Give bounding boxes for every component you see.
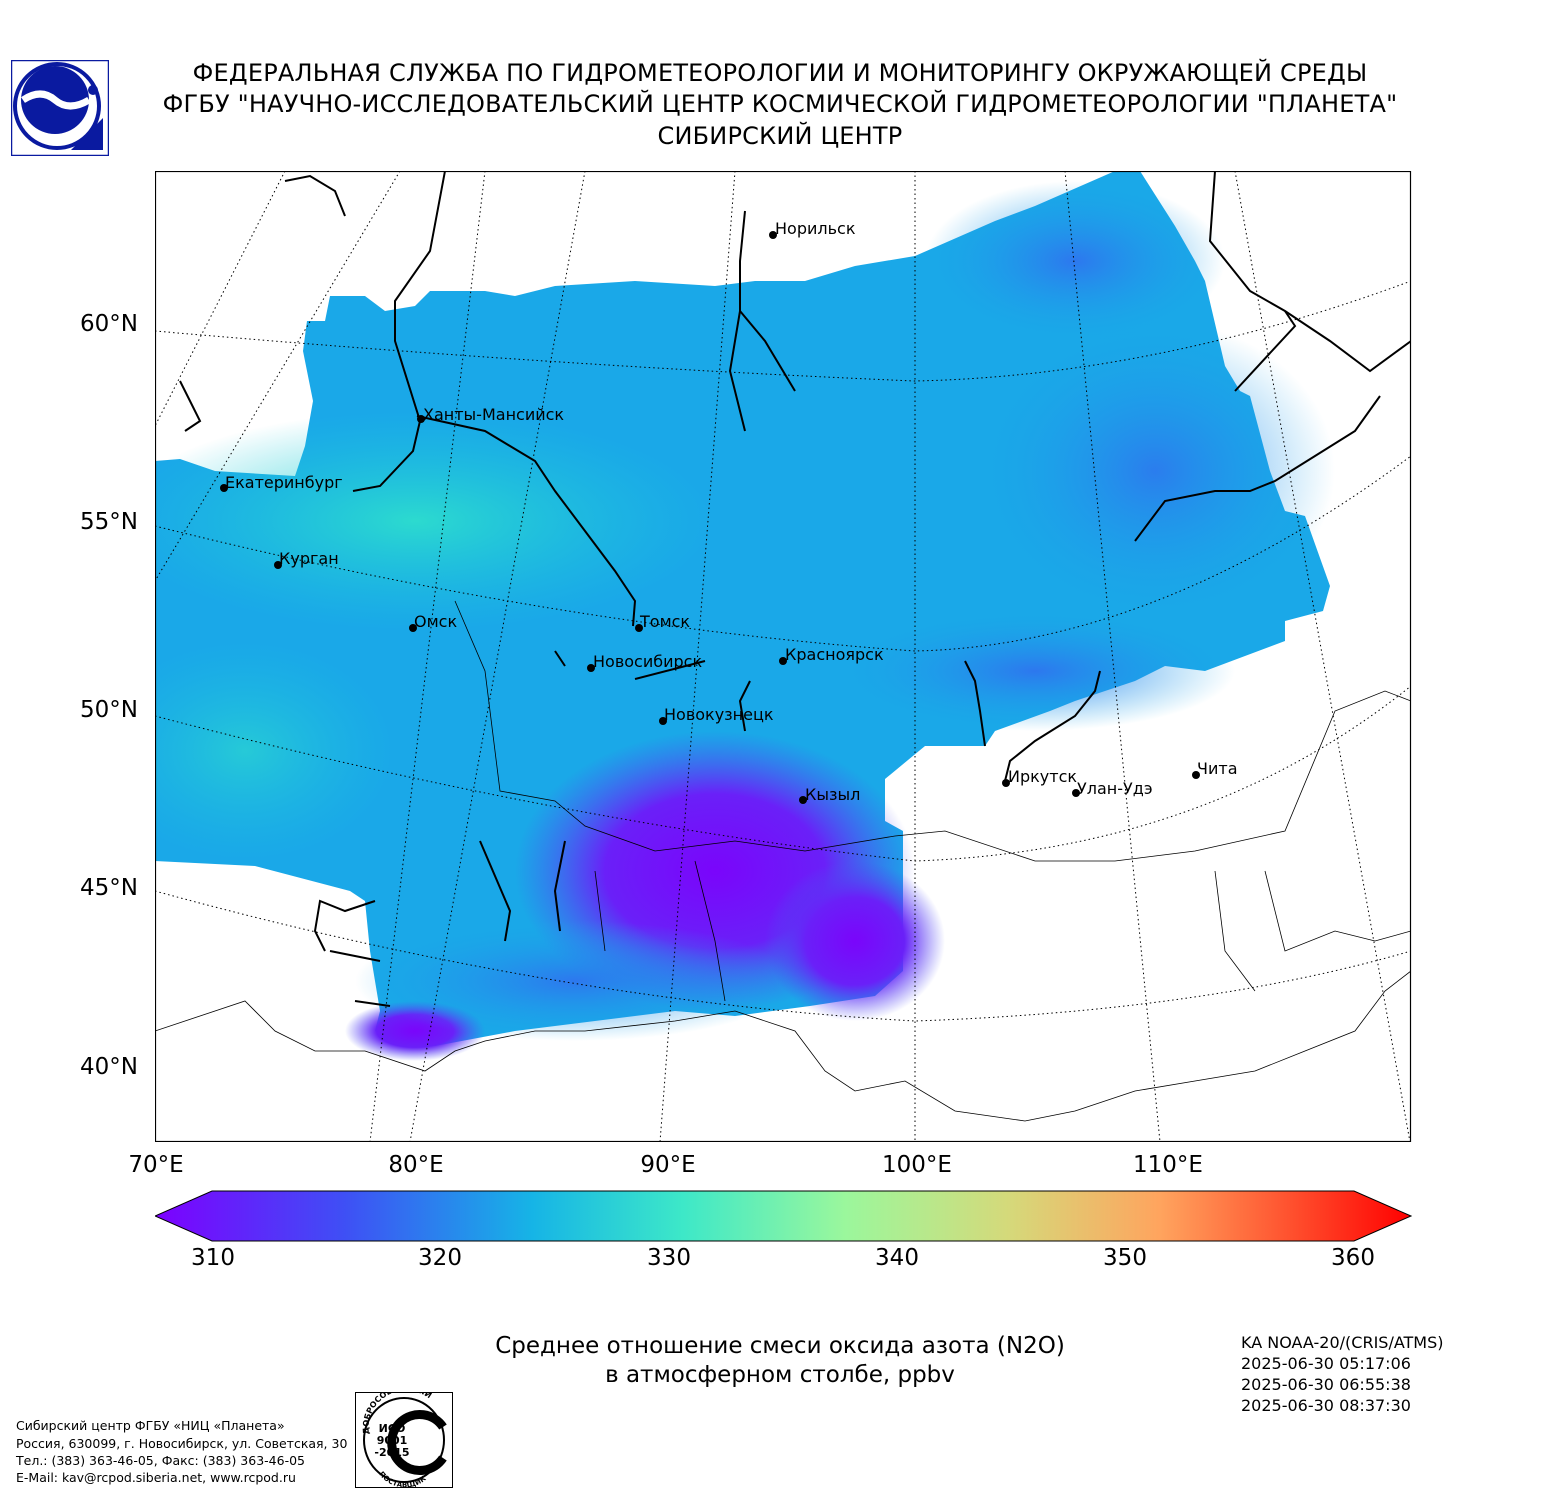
svg-text:Ханты-Мансийск: Ханты-Мансийск	[423, 405, 564, 424]
svg-text:Курган: Курган	[279, 549, 339, 568]
header-line-1: ФЕДЕРАЛЬНАЯ СЛУЖБА ПО ГИДРОМЕТЕОРОЛОГИИ …	[192, 59, 1368, 87]
planeta-logo-icon	[11, 60, 109, 156]
caption-line-2: в атмосферном столбе, ppbv	[605, 1362, 955, 1388]
iso-badge-icon: ДОБРОСОВЕСТНЫЙ ПОСТАВЩИК ИСО 9001 -2015	[355, 1392, 453, 1488]
lat-label-50: 50°N	[80, 697, 138, 723]
city-chita: Чита	[1192, 759, 1238, 779]
city-novokuznetsk: Новокузнецк	[659, 705, 774, 725]
footer-line-4: E-Mail: kav@rcpod.siberia.net, www.rcpod…	[16, 1470, 296, 1485]
header-line-2: ФГБУ "НАУЧНО-ИССЛЕДОВАТЕЛЬСКИЙ ЦЕНТР КОС…	[162, 90, 1398, 118]
graticule	[155, 171, 1411, 1142]
svg-text:Екатеринбург: Екатеринбург	[225, 473, 343, 492]
svg-text:Норильск: Норильск	[775, 219, 856, 238]
svg-text:Омск: Омск	[414, 612, 457, 631]
footer-line-1: Сибирский центр ФГБУ «НИЦ «Планета»	[16, 1418, 285, 1433]
svg-text:Томск: Томск	[639, 612, 690, 631]
footer-line-2: Россия, 630099, г. Новосибирск, ул. Сове…	[16, 1436, 348, 1451]
lat-label-55: 55°N	[80, 509, 138, 535]
satellite-time-2: 2025-06-30 06:55:38	[1241, 1375, 1411, 1394]
city-novosibirsk: Новосибирск	[587, 652, 702, 672]
svg-text:Чита: Чита	[1197, 759, 1238, 778]
lon-label-70: 70°E	[128, 1152, 184, 1178]
n2o-map: Норильск Ханты-Мансийск Екатеринбург Кур…	[155, 171, 1412, 1142]
colorbar-tick-310: 310	[191, 1245, 235, 1271]
lat-label-40: 40°N	[80, 1054, 138, 1080]
caption-line-1: Среднее отношение смеси оксида азота (N2…	[495, 1333, 1065, 1359]
borders	[155, 600, 1411, 1122]
map-border	[155, 171, 1412, 1142]
city-omsk: Омск	[409, 612, 457, 632]
lon-label-90: 90°E	[640, 1152, 696, 1178]
city-krasnoyarsk: Красноярск	[779, 645, 884, 665]
satellite-time-3: 2025-06-30 08:37:30	[1241, 1396, 1411, 1415]
city-irkutsk: Иркутск	[1002, 767, 1077, 787]
satellite-time-1: 2025-06-30 05:17:06	[1241, 1354, 1411, 1373]
svg-text:Новосибирск: Новосибирск	[593, 652, 702, 671]
svg-text:Красноярск: Красноярск	[785, 645, 884, 664]
colorbar-tick-360: 360	[1331, 1245, 1375, 1271]
lon-label-110: 110°E	[1133, 1152, 1203, 1178]
svg-text:ИСО: ИСО	[379, 1422, 406, 1435]
lat-label-45: 45°N	[80, 875, 138, 901]
city-khanty-mansiysk: Ханты-Мансийск	[417, 405, 564, 424]
colorbar-tick-350: 350	[1103, 1245, 1147, 1271]
header-line-3: СИБИРСКИЙ ЦЕНТР	[657, 122, 903, 150]
colorbar	[155, 1190, 1412, 1242]
city-kurgan: Курган	[274, 549, 339, 569]
city-markers: Норильск Ханты-Мансийск Екатеринбург Кур…	[220, 219, 1238, 804]
city-yekaterinburg: Екатеринбург	[220, 473, 343, 492]
svg-text:Кызыл: Кызыл	[805, 785, 860, 804]
satellite-name: KA NOAA-20/(CRIS/ATMS)	[1241, 1333, 1444, 1352]
svg-text:Иркутск: Иркутск	[1008, 767, 1077, 786]
n2o-field	[155, 171, 1335, 1061]
lon-label-80: 80°E	[388, 1152, 444, 1178]
city-kyzyl: Кызыл	[799, 785, 860, 804]
coastlines-rivers	[179, 171, 1411, 1007]
svg-text:9001: 9001	[377, 1434, 408, 1447]
lat-label-60: 60°N	[80, 311, 138, 337]
svg-text:-2015: -2015	[374, 1446, 409, 1459]
colorbar-tick-330: 330	[647, 1245, 691, 1271]
colorbar-tick-340: 340	[875, 1245, 919, 1271]
svg-text:Улан-Удэ: Улан-Удэ	[1077, 779, 1153, 798]
city-ulan-ude: Улан-Удэ	[1072, 779, 1153, 798]
footer-line-3: Тел.: (383) 363-46-05, Факс: (383) 363-4…	[16, 1453, 306, 1468]
city-tomsk: Томск	[635, 612, 690, 632]
lon-label-100: 100°E	[882, 1152, 952, 1178]
svg-text:Новокузнецк: Новокузнецк	[664, 705, 774, 724]
city-norilsk: Норильск	[769, 219, 856, 239]
colorbar-tick-320: 320	[418, 1245, 462, 1271]
